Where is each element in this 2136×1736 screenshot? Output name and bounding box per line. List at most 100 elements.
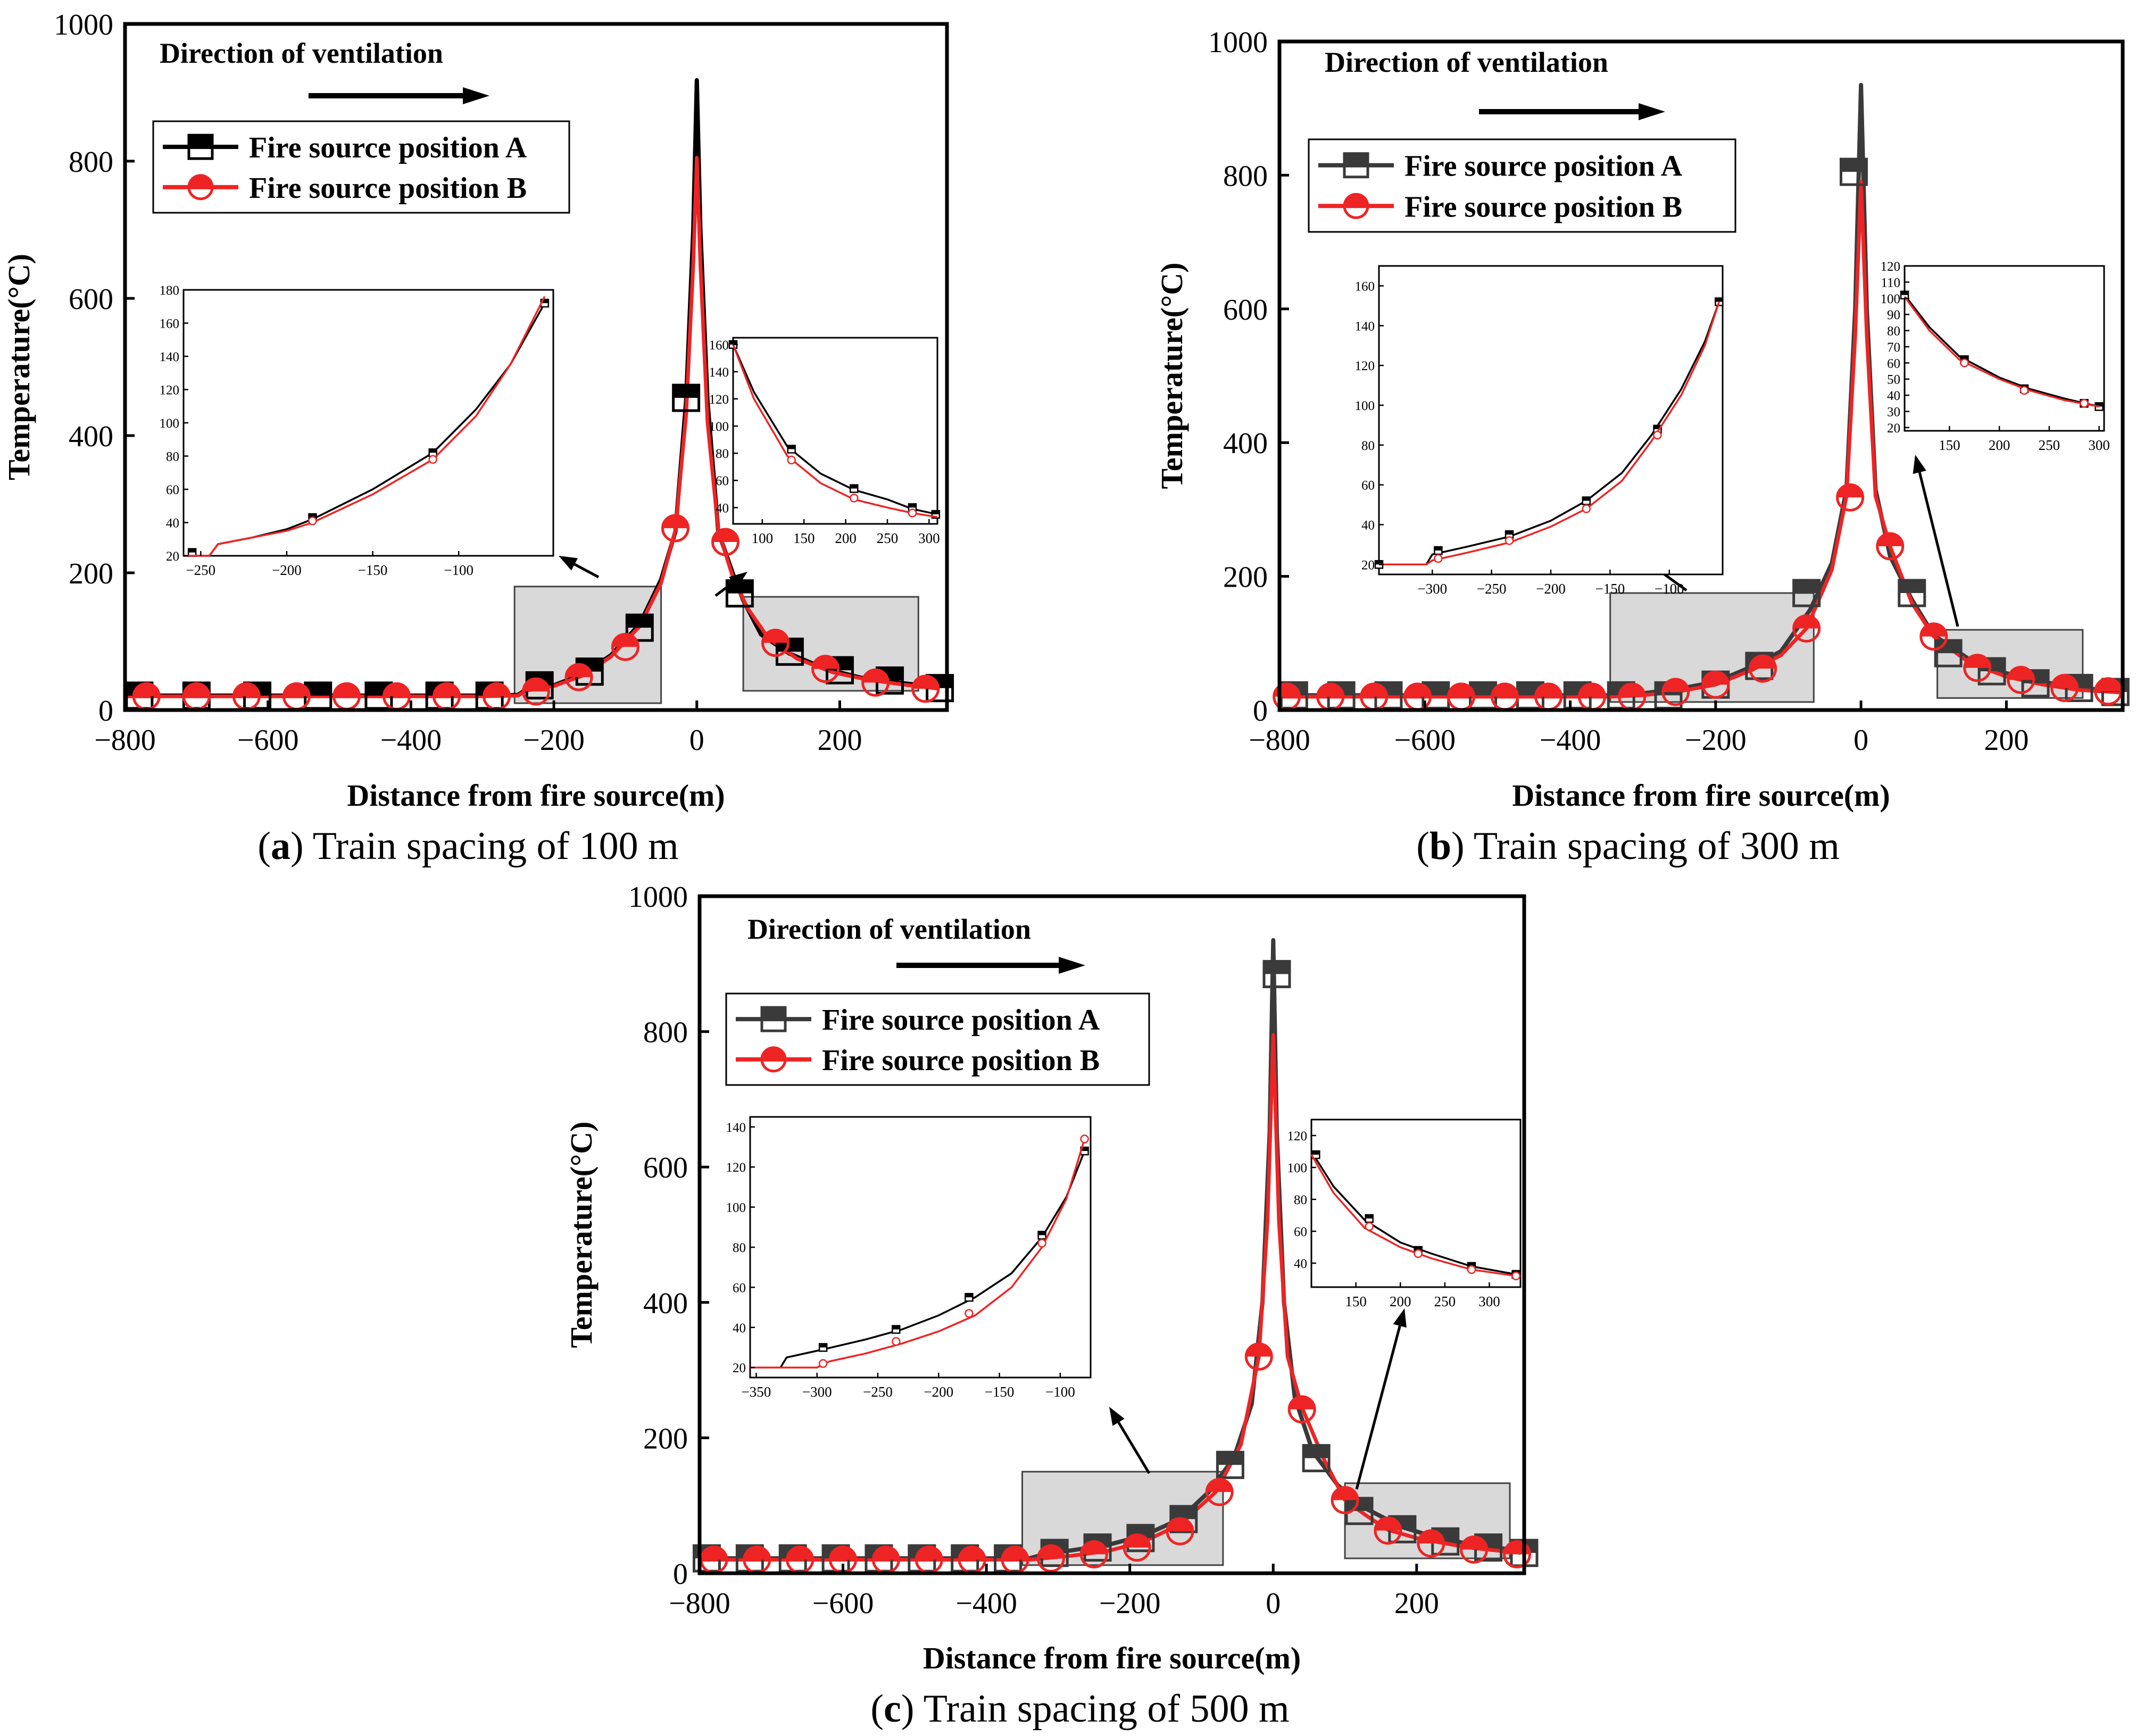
inset-pointer-arrow [1918,472,1959,627]
series-a-marker-outline [672,383,701,412]
series-a-marker-outline [625,613,654,642]
caption-paren-close: ) [901,1687,915,1731]
inset-x-tick-label: 300 [918,530,940,546]
series-b-marker-outline [522,677,550,706]
inset-pointer-arrow [1355,1325,1401,1490]
inset-y-tick-label: 80 [1361,439,1375,453]
series-a-marker-outline [1839,157,1868,186]
series-a-marker [1303,1445,1329,1458]
inset-y-tick-label: 120 [1881,260,1901,274]
series-b-marker-outline [1876,532,1905,561]
inset-1: −250 −200 −150 −100 20 40 60 80 100 120 140 160 180 [160,283,554,578]
inset-marker-b [908,508,917,518]
y-axis-label: Temperature(°C) [564,1122,599,1348]
inset-marker-a-fill [1960,356,1968,360]
inset-y-tick-label: 40 [733,1321,746,1336]
inset-y-tick-label: 80 [1887,324,1900,339]
series-a-marker-outline [1792,579,1821,607]
inset-marker-a-fill [1414,1247,1422,1250]
plot-frame [1277,39,2125,712]
inset-marker-b [1653,430,1662,440]
legend-label-a: Fire source position A [249,131,527,164]
series-b-marker-outline [1661,678,1690,706]
series-b-marker-outline [1417,1529,1445,1558]
inset-x-tick-label: −100 [444,562,473,578]
inset-x-tick-label: 150 [1939,437,1960,453]
inset-marker-b [850,494,859,503]
series-a-marker [1347,1498,1372,1511]
inset-marker-b [818,1359,828,1368]
legend-marker-a-outline [1343,152,1369,179]
series-a-marker-outline [775,637,804,666]
inset-y-tick-label: 70 [1887,340,1900,355]
legend-label-b: Fire source position B [822,1044,1100,1077]
caption-paren-close: ) [1451,824,1465,868]
x-tick-label: −800 [669,1587,730,1620]
inset-x-tick-label: 250 [2039,437,2060,453]
x-tick-label: −600 [237,724,299,757]
inset-x-tick-label: −200 [1536,581,1566,597]
series-b-marker-outline [761,629,790,657]
inset-marker-b [1434,554,1443,563]
inset-marker-a-fill [932,511,940,515]
inset-y-tick-label: 40 [1361,518,1375,532]
legend-marker-a-outline [187,133,214,160]
legend-marker-a [762,1007,785,1020]
y-tick-label: 200 [1223,561,1268,594]
x-axis-label: Distance from fire source(m) [347,778,725,813]
inset-x-tick-label: 300 [1478,1293,1500,1309]
inset-y-tick-label: 140 [709,365,729,380]
series-a-marker [1793,580,1819,594]
series-a-marker-outline [825,656,854,685]
x-tick-label: −400 [1540,724,1601,757]
series-b-marker-outline [1374,1516,1402,1545]
y-tick-label: 1000 [628,881,688,914]
inset-y-tick-label: 90 [1887,308,1900,322]
inset-marker-b [428,455,437,464]
inset-y-tick-label: 140 [1355,319,1375,333]
inset-marker-a-fill [965,1293,973,1298]
y-tick-label: 0 [673,1558,688,1591]
series-a-marker [673,385,699,398]
inset-series-line-b [1379,301,1720,566]
inset-y-tick-label: 100 [1287,1161,1308,1175]
inset-x-tick-label: −250 [186,562,215,578]
chart-c: −800 −600 −400 −200 0 200 0 200 400 600 800 1000 Dis… [564,881,1539,1731]
series-a-marker [1899,580,1925,594]
inset-marker-b [1505,536,1514,545]
y-tick-label: 600 [69,283,113,316]
series-b-marker-outline [711,528,740,556]
inset-marker-b [308,516,317,525]
inset-marker-a-fill [429,449,437,453]
inset-x-tick-label: −250 [863,1384,893,1400]
caption-text: Train spacing of 100 m [304,824,679,868]
zoom-region-1 [1021,1471,1224,1566]
inset-marker-b [1467,1265,1476,1274]
inset-y-tick-label: 120 [709,393,729,407]
x-tick-label: 0 [1266,1587,1281,1620]
series-b-marker-outline [1287,1395,1316,1424]
inset-x-tick-label: 200 [1989,437,2010,453]
inset-pointer-arrowhead [559,556,578,571]
inset-x-tick-label: −200 [272,562,302,578]
inset-y-tick-label: 80 [733,1241,746,1255]
caption-text: Train spacing of 300 m [1465,824,1840,868]
inset-marker-a-fill [850,485,858,489]
y-tick-label: 400 [69,420,113,453]
inset-x-tick-label: 250 [877,530,899,546]
inset-y-tick-label: 60 [1887,356,1900,371]
y-tick-label: 0 [1253,695,1268,728]
x-tick-label: 0 [1854,724,1868,757]
figure-caption-c: (c) Train spacing of 500 m [870,1687,1289,1731]
y-tick-label: 200 [69,557,113,590]
inset-y-tick-label: 140 [726,1121,746,1135]
inset-marker-a-fill [188,548,196,553]
inset-marker-b [2080,399,2089,408]
inset-x-tick-label: 150 [1345,1293,1367,1309]
direction-label: Direction of ventilation [160,37,443,69]
series-b-marker-outline [1079,1540,1108,1568]
x-tick-label: 200 [817,724,862,757]
inset-x-tick-label: −300 [1417,581,1447,597]
inset-x-tick-label: −250 [1477,581,1507,597]
